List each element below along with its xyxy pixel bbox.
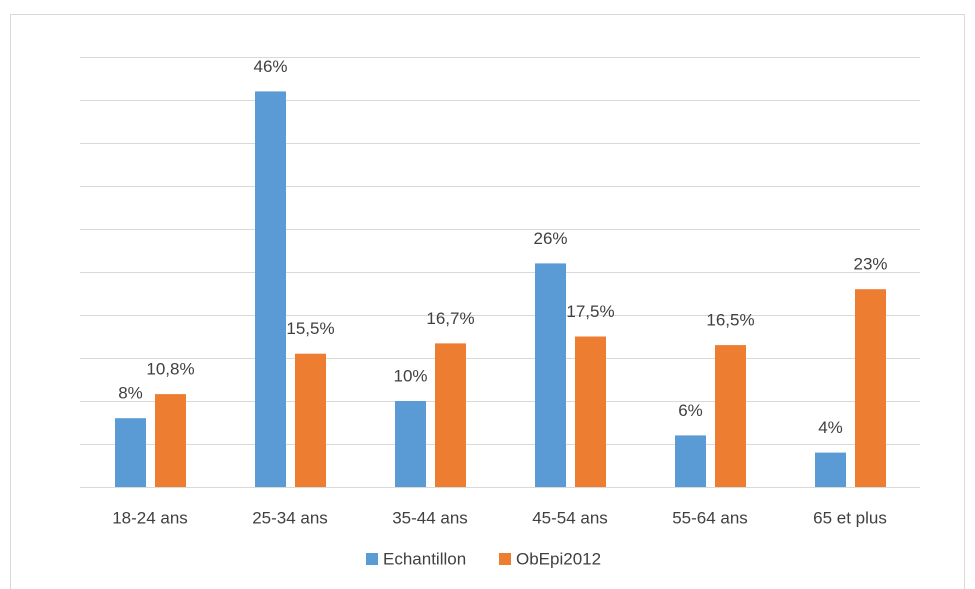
- data-label: 16,5%: [706, 311, 754, 330]
- legend-swatch: [366, 553, 378, 565]
- x-tick-label: 25-34 ans: [252, 508, 328, 527]
- legend-label: Echantillon: [383, 549, 466, 568]
- bar: [815, 452, 846, 487]
- bar: [115, 418, 146, 487]
- data-label: 6%: [678, 401, 703, 420]
- data-label: 16,7%: [426, 309, 474, 328]
- data-label: 17,5%: [566, 302, 614, 321]
- data-label: 26%: [533, 229, 567, 248]
- x-tick-label: 18-24 ans: [112, 508, 188, 527]
- data-label: 8%: [118, 384, 143, 403]
- data-label: 23%: [853, 255, 887, 274]
- data-label: 15,5%: [286, 319, 334, 338]
- bar: [255, 91, 286, 488]
- bar: [395, 401, 426, 487]
- data-label: 10%: [393, 366, 427, 385]
- bar: [575, 336, 606, 487]
- data-label: 4%: [818, 418, 843, 437]
- legend-swatch: [499, 553, 511, 565]
- x-tick-label: 65 et plus: [813, 508, 887, 527]
- x-tick-label: 55-64 ans: [672, 508, 748, 527]
- x-tick-label: 35-44 ans: [392, 508, 468, 527]
- bar: [535, 263, 566, 487]
- data-label: 10,8%: [146, 360, 194, 379]
- bar: [715, 345, 746, 487]
- bar: [675, 435, 706, 487]
- x-tick-label: 45-54 ans: [532, 508, 608, 527]
- data-label: 46%: [253, 57, 287, 76]
- bar: [295, 353, 326, 487]
- chart-border: [10, 14, 965, 589]
- bar: [435, 343, 466, 487]
- bar: [155, 394, 186, 487]
- bar: [855, 289, 886, 487]
- legend-label: ObEpi2012: [516, 549, 601, 568]
